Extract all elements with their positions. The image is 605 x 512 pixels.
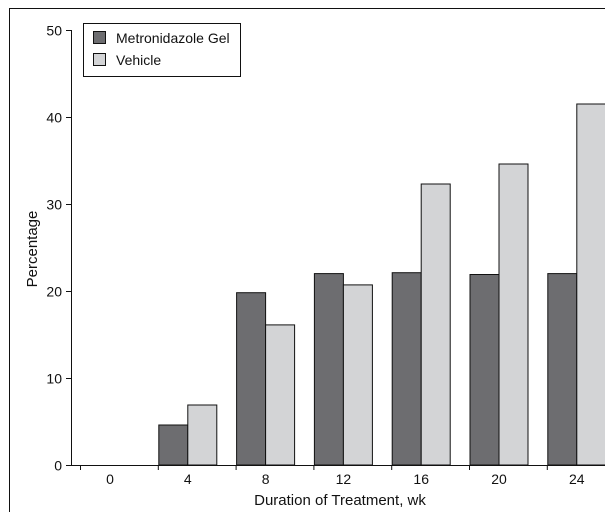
x-tick-label-24: 24 xyxy=(569,471,585,487)
bar-metronidazole-gel-12 xyxy=(313,273,344,466)
y-axis-title: Percentage xyxy=(24,211,41,288)
y-tick-label-40: 40 xyxy=(46,110,62,126)
bar-vehicle-4 xyxy=(187,404,218,466)
y-tick-label-30: 30 xyxy=(46,197,62,213)
bar-metronidazole-gel-4 xyxy=(158,424,189,466)
bar-vehicle-8 xyxy=(265,324,296,466)
x-axis-title: Duration of Treatment, wk xyxy=(254,492,426,509)
axes-layer: 0 10 20 30 40 50 0 4 8 12 16 20 24 xyxy=(46,23,605,487)
legend-swatch-metronidazole-gel xyxy=(93,31,106,44)
bar-metronidazole-gel-24 xyxy=(547,273,578,466)
bars-layer xyxy=(158,103,605,466)
bar-metronidazole-gel-8 xyxy=(236,292,267,466)
y-tick-label-50: 50 xyxy=(46,23,62,39)
y-tick-label-10: 10 xyxy=(46,371,62,387)
bar-vehicle-12 xyxy=(342,284,373,466)
x-tick-label-0: 0 xyxy=(106,471,114,487)
chart-frame xyxy=(9,8,605,512)
x-tick-label-16: 16 xyxy=(413,471,429,487)
bar-metronidazole-gel-20 xyxy=(469,274,500,466)
legend-swatch-vehicle xyxy=(93,53,106,66)
bar-vehicle-24 xyxy=(576,103,605,466)
bar-metronidazole-gel-16 xyxy=(391,272,422,466)
legend-box xyxy=(83,23,241,77)
bar-vehicle-20 xyxy=(498,163,529,466)
legend-label-vehicle: Vehicle xyxy=(116,52,161,68)
y-tick-label-0: 0 xyxy=(54,458,62,474)
x-tick-label-4: 4 xyxy=(184,471,192,487)
x-tick-label-20: 20 xyxy=(491,471,507,487)
bar-vehicle-16 xyxy=(420,183,451,466)
y-tick-label-20: 20 xyxy=(46,284,62,300)
x-tick-label-8: 8 xyxy=(262,471,270,487)
legend: Metronidazole Gel Vehicle xyxy=(83,23,241,77)
legend-label-metronidazole-gel: Metronidazole Gel xyxy=(116,30,230,46)
x-tick-label-12: 12 xyxy=(336,471,352,487)
